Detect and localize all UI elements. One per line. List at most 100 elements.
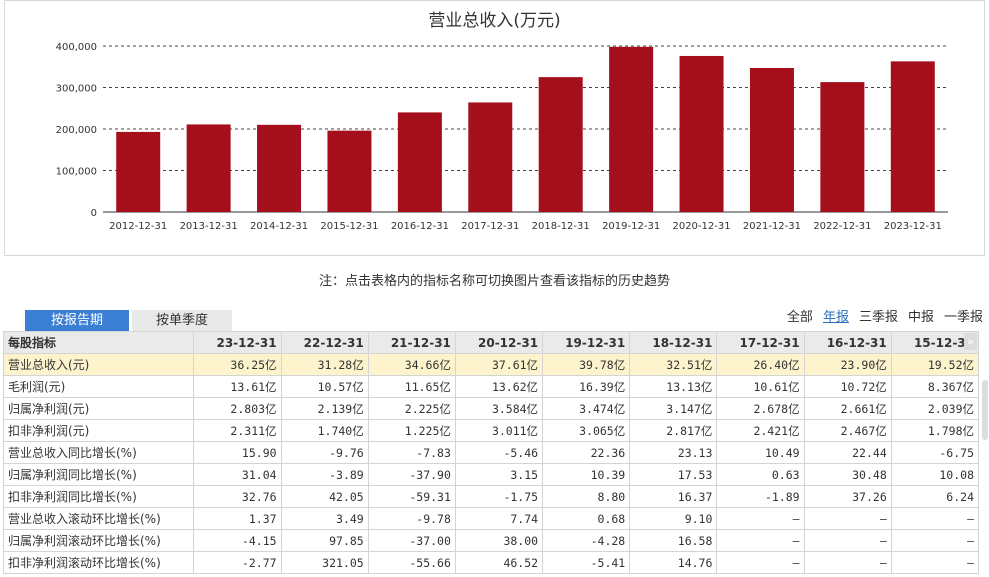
table-cell: 0.63 xyxy=(716,463,805,486)
table-row: 归属净利润滚动环比增长(%) -4.15 97.85 -37.00 38.00 -4.28… xyxy=(2,529,980,552)
filter-interim[interactable]: 中报 xyxy=(907,310,934,325)
table-cell: 15.90 xyxy=(193,441,282,464)
table-cell: 32.76 xyxy=(193,485,282,508)
table-cell: 16.58 xyxy=(629,529,718,552)
table-cell: — xyxy=(716,551,805,574)
table-cell: — xyxy=(890,551,980,574)
table-cell: 9.10 xyxy=(629,507,718,530)
table-cell: 11.65亿 xyxy=(367,375,456,398)
table-cell: -2.77 xyxy=(193,551,282,574)
table-cell: 19.52亿 xyxy=(890,353,980,376)
tab-by-report-period[interactable]: 按报告期 xyxy=(25,310,129,331)
x-tick-label: 2022-12-31 xyxy=(813,221,871,232)
x-tick-label: 2013-12-31 xyxy=(180,221,238,232)
indicator-name[interactable]: 营业总收入(元) xyxy=(2,353,195,376)
table-cell: -1.89 xyxy=(716,485,805,508)
bar xyxy=(820,82,865,212)
filter-q3[interactable]: 三季报 xyxy=(858,310,898,325)
table-cell: 3.15 xyxy=(454,463,544,486)
bar xyxy=(890,61,935,213)
table-row: 归属净利润同比增长(%) 31.04 -3.89 -37.90 3.15 10.39 17.… xyxy=(2,463,980,486)
indicator-name[interactable]: 毛利润(元) xyxy=(2,375,195,398)
chart-panel xyxy=(4,0,985,256)
table-cell: 38.00 xyxy=(454,529,544,552)
indicator-name[interactable]: 营业总收入滚动环比增长(%) xyxy=(2,507,195,530)
table-row: 扣非净利润同比增长(%) 32.76 42.05 -59.31 -1.75 8.80 16.… xyxy=(2,485,980,508)
table-cell: 0.68 xyxy=(542,507,631,530)
table-cell: 3.49 xyxy=(280,507,369,530)
table-cell: 16.37 xyxy=(629,485,718,508)
table-row: 扣非净利润滚动环比增长(%) -2.77 321.05 -55.66 46.52 -5.4… xyxy=(2,551,980,574)
bar xyxy=(116,131,161,212)
report-tabs: 按报告期 按单季度 xyxy=(25,310,232,331)
scroll-right-arrow[interactable]: » xyxy=(964,333,977,350)
table-cell: 10.49 xyxy=(716,441,805,464)
table-cell: 2.803亿 xyxy=(193,397,282,420)
table-cell: 1.798亿 xyxy=(890,419,980,442)
header-period: 19-12-31 xyxy=(542,331,631,354)
table-cell: 16.39亿 xyxy=(542,375,631,398)
table-cell: 2.421亿 xyxy=(716,419,805,442)
table-cell: 2.139亿 xyxy=(280,397,369,420)
header-period: 17-12-31 xyxy=(716,331,805,354)
table-cell: 3.147亿 xyxy=(629,397,718,420)
filter-all[interactable]: 全部 xyxy=(786,310,813,325)
indicator-name[interactable]: 扣非净利润(元) xyxy=(2,419,195,442)
indicator-name[interactable]: 营业总收入同比增长(%) xyxy=(2,441,195,464)
tab-by-quarter[interactable]: 按单季度 xyxy=(132,310,232,331)
table-cell: -6.75 xyxy=(890,441,980,464)
table-cell: -9.76 xyxy=(280,441,369,464)
vertical-scrollbar[interactable] xyxy=(982,380,988,440)
table-cell: 10.61亿 xyxy=(716,375,805,398)
table-cell: 37.61亿 xyxy=(454,353,544,376)
bar xyxy=(679,55,724,213)
header-period: 21-12-31 xyxy=(367,331,456,354)
table-cell: 30.48 xyxy=(803,463,892,486)
table-cell: 10.72亿 xyxy=(803,375,892,398)
header-period: 18-12-31 xyxy=(629,331,718,354)
filter-annual[interactable]: 年报 xyxy=(822,310,849,325)
header-period: 16-12-31 xyxy=(803,331,892,354)
header-indicator: 每股指标 xyxy=(2,331,195,354)
chart-note: 注：点击表格内的指标名称可切换图片查看该指标的历史趋势 xyxy=(318,274,670,289)
table-cell: 6.24 xyxy=(890,485,980,508)
table-cell: -37.90 xyxy=(367,463,456,486)
x-tick-label: 2014-12-31 xyxy=(250,221,308,232)
indicator-name[interactable]: 扣非净利润同比增长(%) xyxy=(2,485,195,508)
indicator-name[interactable]: 归属净利润同比增长(%) xyxy=(2,463,195,486)
indicator-name[interactable]: 归属净利润滚动环比增长(%) xyxy=(2,529,195,552)
table-cell: 97.85 xyxy=(280,529,369,552)
indicator-name[interactable]: 扣非净利润滚动环比增长(%) xyxy=(2,551,195,574)
table-cell: 3.474亿 xyxy=(542,397,631,420)
table-row: 扣非净利润(元) 2.311亿 1.740亿 1.225亿 3.011亿 3.065亿 2.… xyxy=(2,419,980,442)
bar xyxy=(468,102,513,212)
table-cell: 13.13亿 xyxy=(629,375,718,398)
indicator-name[interactable]: 归属净利润(元) xyxy=(2,397,195,420)
table-cell: -55.66 xyxy=(367,551,456,574)
header-period: 15-12-31 xyxy=(890,331,980,354)
table-cell: 8.367亿 xyxy=(890,375,980,398)
table-cell: 42.05 xyxy=(280,485,369,508)
table-cell: — xyxy=(890,507,980,530)
y-tick-label: 100,000 xyxy=(56,167,97,178)
table-cell: 32.51亿 xyxy=(629,353,718,376)
table-cell: — xyxy=(803,529,892,552)
chart-title: 营业总收入(万元) xyxy=(428,11,561,31)
y-tick-label: 400,000 xyxy=(56,42,97,53)
table-cell: 22.44 xyxy=(803,441,892,464)
bar xyxy=(609,46,654,212)
table-cell: -5.46 xyxy=(454,441,544,464)
table-cell: -9.78 xyxy=(367,507,456,530)
table-cell: 23.13 xyxy=(629,441,718,464)
table-cell: -4.28 xyxy=(542,529,631,552)
table-cell: 2.678亿 xyxy=(716,397,805,420)
table-cell: 23.90亿 xyxy=(803,353,892,376)
period-filter: 全部 年报 三季报 中报 一季报 xyxy=(787,306,983,325)
filter-q1[interactable]: 一季报 xyxy=(943,310,983,325)
table-cell: — xyxy=(803,551,892,574)
table-cell: 3.584亿 xyxy=(454,397,544,420)
table-cell: 2.039亿 xyxy=(890,397,980,420)
table-cell: 13.62亿 xyxy=(454,375,544,398)
table-cell: 46.52 xyxy=(454,551,544,574)
table-cell: 39.78亿 xyxy=(542,353,631,376)
